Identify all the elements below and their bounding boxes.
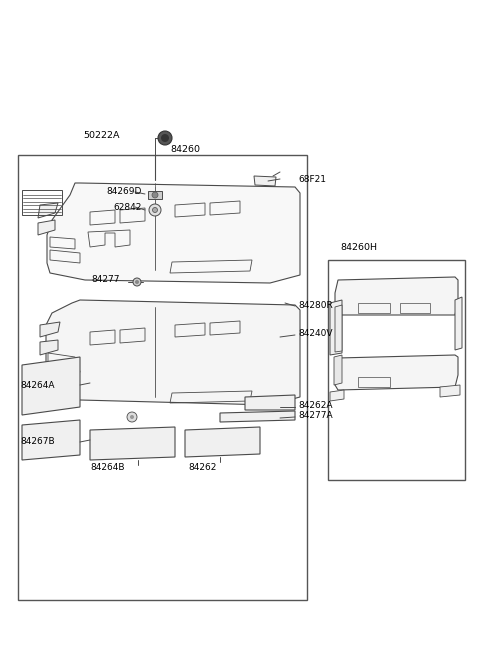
Polygon shape: [330, 300, 342, 355]
Circle shape: [135, 280, 139, 284]
Text: 84240V: 84240V: [298, 329, 333, 337]
Polygon shape: [22, 420, 80, 460]
Polygon shape: [335, 305, 342, 352]
Polygon shape: [335, 355, 458, 390]
Polygon shape: [335, 277, 458, 315]
Polygon shape: [38, 203, 58, 218]
Bar: [18, 155, 307, 600]
Text: 84267B: 84267B: [20, 438, 55, 447]
Bar: [328, 260, 465, 480]
Polygon shape: [148, 191, 162, 199]
Text: 84269D: 84269D: [107, 187, 142, 196]
Circle shape: [152, 192, 158, 198]
Circle shape: [127, 412, 137, 422]
Bar: [22, 190, 62, 215]
Circle shape: [130, 415, 134, 419]
Polygon shape: [254, 176, 276, 186]
Text: 62842: 62842: [114, 202, 142, 212]
Text: 84264B: 84264B: [90, 462, 124, 472]
Text: 84260: 84260: [170, 145, 200, 155]
Polygon shape: [90, 427, 175, 460]
Polygon shape: [334, 355, 342, 385]
Text: 68F21: 68F21: [298, 174, 326, 183]
Circle shape: [153, 208, 157, 212]
Circle shape: [158, 131, 172, 145]
Polygon shape: [220, 411, 295, 422]
Polygon shape: [440, 385, 460, 397]
Polygon shape: [330, 390, 344, 401]
Text: 84262: 84262: [188, 462, 216, 472]
Text: 84280R: 84280R: [298, 301, 333, 310]
Circle shape: [133, 278, 141, 286]
Polygon shape: [47, 183, 300, 283]
Polygon shape: [46, 300, 300, 405]
Polygon shape: [38, 220, 55, 235]
Text: 84277A: 84277A: [298, 411, 333, 421]
Text: 84262A: 84262A: [298, 400, 333, 409]
Circle shape: [149, 204, 161, 216]
Polygon shape: [185, 427, 260, 457]
Polygon shape: [245, 395, 295, 410]
Polygon shape: [455, 297, 462, 350]
Polygon shape: [22, 357, 80, 415]
Polygon shape: [40, 340, 58, 355]
Text: 84264A: 84264A: [20, 381, 55, 390]
Text: 84260H: 84260H: [340, 242, 377, 252]
Circle shape: [161, 134, 169, 142]
Text: 84277: 84277: [92, 276, 120, 284]
Polygon shape: [40, 322, 60, 337]
Text: 50222A: 50222A: [84, 130, 120, 140]
